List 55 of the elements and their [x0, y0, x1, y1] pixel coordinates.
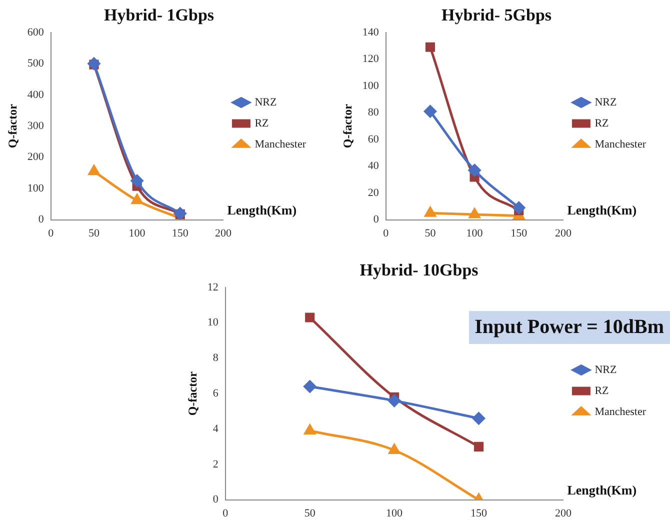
chart-title: Hybrid- 10Gbps — [360, 260, 479, 280]
x-tick-label: 0 — [222, 507, 229, 520]
x-tick-label: 150 — [172, 227, 189, 240]
legend-label: NRZ — [254, 96, 277, 108]
y-tick-label: 100 — [27, 182, 44, 194]
x-tick-label: 100 — [466, 227, 484, 240]
legend-label: NRZ — [594, 96, 617, 108]
y-tick-label: 100 — [362, 80, 380, 92]
y-tick-label: 300 — [27, 120, 44, 132]
x-axis-title: Length(Km) — [227, 202, 297, 218]
x-tick-label: 50 — [424, 227, 436, 240]
y-tick-label: 40 — [368, 160, 380, 172]
y-tick-label: 0 — [38, 214, 44, 226]
legend-label: RZ — [594, 117, 610, 130]
x-tick-label: 150 — [510, 227, 528, 240]
chart-title: Hybrid- 1Gbps — [104, 6, 214, 25]
x-tick-label: 100 — [386, 507, 404, 520]
legend-label: NRZ — [594, 364, 617, 376]
y-tick-label: 6 — [212, 387, 219, 400]
y-tick-label: 10 — [207, 316, 219, 329]
y-tick-label: 20 — [368, 186, 380, 199]
y-tick-label: 2 — [212, 458, 218, 470]
chart-title: Hybrid- 5Gbps — [441, 6, 552, 25]
x-tick-label: 200 — [554, 227, 572, 240]
x-tick-label: 0 — [383, 227, 390, 240]
x-axis-title: Length(Km) — [567, 202, 637, 218]
x-tick-label: 50 — [88, 227, 100, 240]
y-tick-label: 0 — [373, 214, 380, 226]
y-tick-label: 200 — [27, 151, 44, 164]
x-tick-label: 100 — [128, 227, 146, 240]
legend-label: Manchester — [254, 138, 306, 150]
y-tick-label: 80 — [368, 106, 380, 119]
y-tick-label: 4 — [212, 422, 219, 435]
x-tick-label: 200 — [554, 507, 572, 520]
y-tick-label: 600 — [27, 26, 44, 38]
y-tick-label: 12 — [207, 281, 218, 294]
legend-label: RZ — [254, 117, 270, 130]
y-axis-title: Q-factor — [185, 370, 200, 416]
x-tick-label: 50 — [304, 507, 316, 520]
x-axis-title: Length(Km) — [567, 482, 637, 498]
y-tick-label: 400 — [27, 88, 44, 101]
y-tick-label: 140 — [362, 26, 380, 38]
y-tick-label: 0 — [212, 494, 219, 506]
y-tick-label: 60 — [368, 133, 380, 146]
y-tick-label: 120 — [362, 53, 380, 66]
y-axis-title: Q-factor — [5, 103, 20, 148]
legend-label: Manchester — [594, 138, 646, 150]
legend-label: Manchester — [594, 406, 646, 418]
y-tick-label: 500 — [27, 58, 44, 70]
y-tick-label: 8 — [212, 352, 219, 364]
legend-label: RZ — [594, 384, 610, 397]
x-tick-label: 150 — [470, 507, 488, 520]
x-tick-label: 0 — [48, 227, 54, 240]
y-axis-title: Q-factor — [340, 103, 354, 148]
annotation: Input Power = 10dBm — [468, 311, 670, 344]
